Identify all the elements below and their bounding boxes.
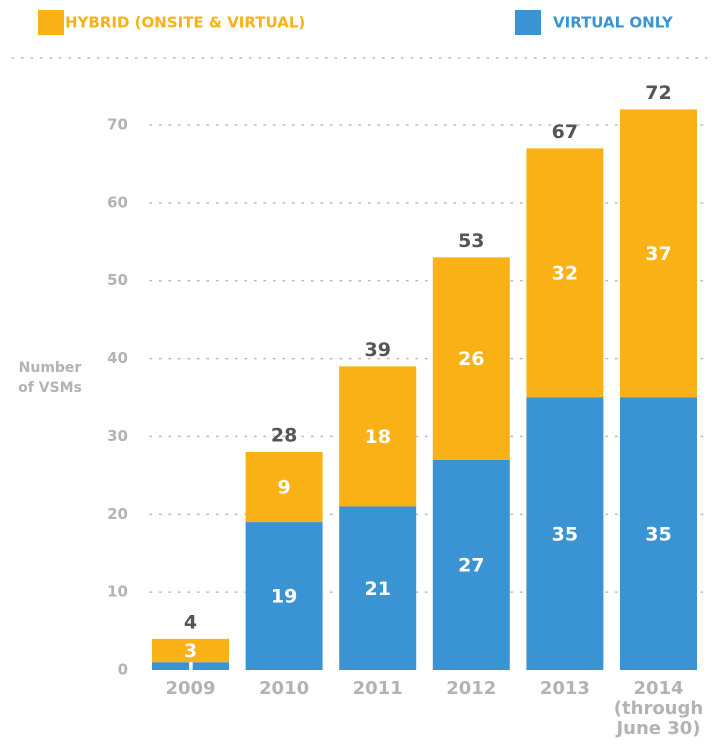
bar-segment <box>245 452 323 523</box>
y-tick-label: 0 <box>118 661 128 679</box>
value-label: 32 <box>552 262 578 284</box>
x-tick-label: 2009 <box>165 678 215 699</box>
y-tick-label: 20 <box>107 505 128 523</box>
value-label: 35 <box>552 523 578 545</box>
bar-segment <box>526 397 604 670</box>
bar-segment <box>620 109 697 398</box>
total-label: 39 <box>364 339 390 361</box>
legend-swatch <box>38 10 64 35</box>
bar-segment <box>339 506 417 670</box>
value-label: 9 <box>277 477 290 499</box>
total-label: 67 <box>552 121 578 143</box>
value-label: 21 <box>364 578 390 600</box>
y-axis-label: Number of VSMs <box>18 360 82 396</box>
x-tick-label: 2011 <box>353 678 403 699</box>
bar-segment <box>152 662 229 670</box>
x-tick-label: 2012 <box>446 678 496 699</box>
bar-segment <box>432 459 510 670</box>
bar-segment <box>245 522 323 670</box>
total-label: 53 <box>458 230 484 252</box>
y-tick-label: 60 <box>107 193 128 211</box>
total-label: 28 <box>271 425 297 447</box>
y-tick-label: 30 <box>107 427 128 445</box>
bar-segment <box>620 397 697 670</box>
value-label: 27 <box>458 554 484 576</box>
bar-segment <box>339 366 417 507</box>
value-label: 19 <box>271 586 297 608</box>
value-label: 35 <box>645 523 671 545</box>
legend-swatch <box>515 10 541 35</box>
y-tick-label: 50 <box>107 271 128 289</box>
bar-segment <box>526 148 604 398</box>
legend-label: HYBRID (ONSITE & VIRTUAL) <box>65 14 305 32</box>
x-tick-label: 2014 (through June 30) <box>614 678 703 739</box>
total-label: 72 <box>645 82 671 104</box>
value-label: 3 <box>184 640 197 662</box>
value-label: 18 <box>364 426 390 448</box>
y-tick-label: 10 <box>107 583 128 601</box>
value-label: 37 <box>645 243 671 265</box>
total-label: 4 <box>184 611 197 633</box>
bar-segment <box>152 638 229 663</box>
legend-label: VIRTUAL ONLY <box>553 14 674 32</box>
x-tick-label: 2010 <box>259 678 309 699</box>
y-tick-label: 40 <box>107 349 128 367</box>
bar-segment <box>432 257 510 460</box>
y-tick-label: 70 <box>107 116 128 134</box>
value-label: 26 <box>458 348 484 370</box>
x-tick-label: 2013 <box>540 678 590 699</box>
